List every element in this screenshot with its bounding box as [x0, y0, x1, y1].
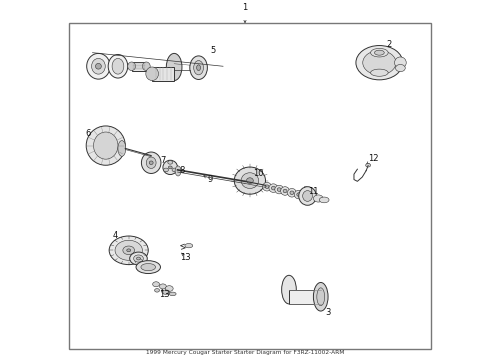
- Circle shape: [172, 168, 177, 172]
- Circle shape: [159, 284, 166, 289]
- Ellipse shape: [87, 53, 110, 79]
- Text: 8: 8: [180, 166, 185, 175]
- Ellipse shape: [282, 275, 296, 304]
- Ellipse shape: [394, 57, 406, 68]
- Ellipse shape: [271, 186, 275, 190]
- Ellipse shape: [136, 261, 160, 274]
- Circle shape: [137, 257, 141, 260]
- Circle shape: [168, 161, 172, 164]
- Ellipse shape: [128, 62, 136, 71]
- Bar: [132, 62, 147, 71]
- Ellipse shape: [92, 58, 105, 74]
- Ellipse shape: [283, 189, 287, 193]
- Ellipse shape: [141, 264, 156, 271]
- Text: 9: 9: [207, 175, 213, 184]
- Bar: [152, 67, 174, 81]
- Ellipse shape: [363, 50, 396, 75]
- Ellipse shape: [314, 195, 323, 202]
- Ellipse shape: [166, 53, 182, 81]
- Text: 3: 3: [325, 309, 331, 318]
- Text: 2: 2: [387, 40, 392, 49]
- Ellipse shape: [194, 60, 203, 75]
- Circle shape: [109, 236, 148, 265]
- Ellipse shape: [299, 187, 317, 205]
- Text: 7: 7: [160, 156, 166, 165]
- Ellipse shape: [281, 187, 290, 195]
- Ellipse shape: [275, 185, 284, 194]
- Text: 11: 11: [308, 187, 318, 196]
- Ellipse shape: [175, 166, 181, 176]
- Circle shape: [168, 166, 172, 169]
- Ellipse shape: [370, 69, 388, 76]
- Text: 1999 Mercury Cougar Starter Starter Diagram for F3RZ-11002-ARM: 1999 Mercury Cougar Starter Starter Diag…: [146, 350, 344, 355]
- Circle shape: [134, 255, 144, 262]
- Ellipse shape: [288, 189, 296, 197]
- Ellipse shape: [163, 160, 177, 175]
- Ellipse shape: [108, 54, 128, 78]
- Circle shape: [153, 282, 159, 287]
- Circle shape: [115, 240, 143, 260]
- Circle shape: [366, 163, 370, 167]
- Text: 10: 10: [253, 169, 264, 178]
- Text: 6: 6: [85, 129, 90, 138]
- Ellipse shape: [196, 65, 200, 71]
- Circle shape: [165, 286, 173, 291]
- Ellipse shape: [86, 126, 125, 165]
- Text: 4: 4: [113, 231, 118, 240]
- Text: 5: 5: [211, 46, 216, 55]
- Ellipse shape: [269, 184, 278, 192]
- Ellipse shape: [146, 67, 159, 81]
- Ellipse shape: [190, 56, 207, 80]
- Ellipse shape: [374, 50, 384, 55]
- Circle shape: [155, 289, 159, 292]
- Ellipse shape: [265, 185, 269, 189]
- Bar: [69, 23, 431, 348]
- Text: 12: 12: [368, 154, 378, 163]
- Bar: [289, 289, 321, 304]
- Circle shape: [130, 252, 147, 265]
- Ellipse shape: [303, 191, 313, 201]
- Ellipse shape: [319, 197, 329, 203]
- Ellipse shape: [234, 167, 266, 194]
- Ellipse shape: [118, 141, 126, 156]
- Ellipse shape: [314, 283, 328, 311]
- Ellipse shape: [246, 178, 253, 184]
- Ellipse shape: [317, 288, 325, 306]
- Ellipse shape: [162, 290, 170, 294]
- Ellipse shape: [169, 292, 176, 296]
- Ellipse shape: [370, 48, 388, 57]
- Ellipse shape: [112, 58, 124, 74]
- Text: 13: 13: [180, 253, 191, 262]
- Circle shape: [123, 246, 135, 255]
- Ellipse shape: [142, 152, 161, 174]
- Ellipse shape: [294, 190, 303, 199]
- Ellipse shape: [185, 243, 193, 248]
- Ellipse shape: [290, 191, 294, 194]
- Circle shape: [127, 249, 131, 252]
- Ellipse shape: [147, 157, 156, 168]
- Ellipse shape: [395, 64, 405, 72]
- Ellipse shape: [297, 193, 301, 196]
- Circle shape: [164, 168, 169, 172]
- Ellipse shape: [96, 63, 101, 69]
- Ellipse shape: [241, 173, 259, 189]
- Text: 1: 1: [243, 3, 247, 12]
- Ellipse shape: [94, 132, 118, 159]
- Ellipse shape: [277, 188, 281, 192]
- Ellipse shape: [356, 45, 403, 80]
- Ellipse shape: [263, 183, 271, 191]
- Ellipse shape: [143, 62, 150, 71]
- Ellipse shape: [149, 161, 153, 165]
- Text: 13: 13: [159, 291, 170, 300]
